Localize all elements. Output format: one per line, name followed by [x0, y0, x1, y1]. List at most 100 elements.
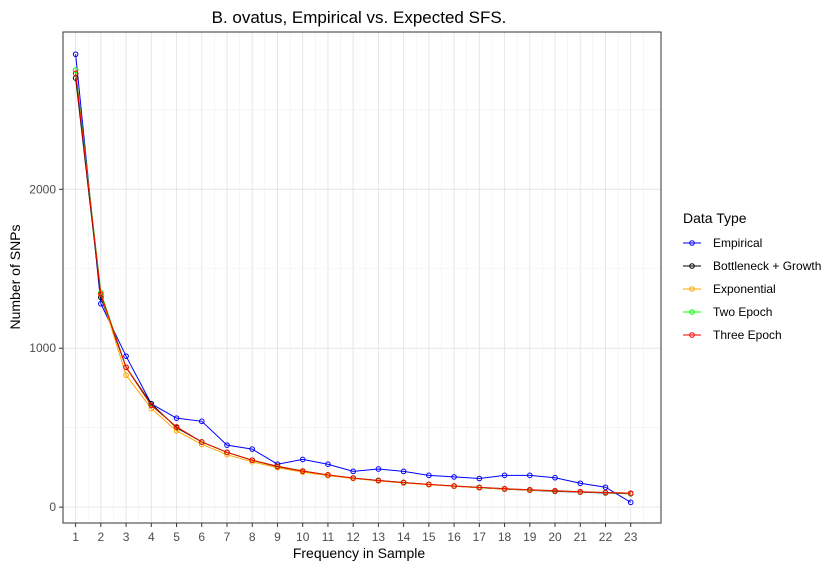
data-point — [350, 475, 356, 481]
y-axis-title: Number of SNPs — [7, 224, 23, 329]
legend: Data Type Empirical Bottleneck + Growth Ex… — [683, 210, 821, 342]
data-point — [627, 490, 634, 496]
x-axis-title: Frequency in Sample — [293, 545, 426, 561]
x-tick-label: 14 — [397, 530, 411, 544]
data-point — [451, 483, 457, 489]
data-point — [299, 468, 306, 474]
data-point — [602, 484, 609, 491]
data-point — [552, 487, 558, 494]
x-tick-label: 15 — [422, 530, 436, 544]
x-tick-label: 2 — [98, 530, 105, 544]
data-point — [72, 70, 79, 77]
data-point — [501, 485, 508, 492]
x-tick-label: 7 — [224, 530, 231, 544]
data-point — [325, 472, 331, 478]
data-point — [249, 457, 256, 464]
series-empirical — [72, 51, 634, 506]
y-tick-label: 1000 — [29, 341, 56, 355]
grid-lines — [62, 32, 661, 523]
data-point — [577, 480, 584, 487]
series-layer — [72, 51, 634, 506]
data-point — [224, 442, 230, 448]
panel-border — [62, 31, 662, 524]
series-line — [75, 73, 631, 494]
data-point — [350, 468, 356, 475]
legend-key-point — [689, 309, 695, 315]
x-tick-label: 13 — [372, 530, 386, 544]
x-tick-label: 19 — [523, 530, 537, 544]
legend-item: Two Epoch — [683, 305, 772, 319]
data-point — [72, 67, 79, 73]
x-tick-label: 8 — [249, 530, 256, 544]
data-point — [325, 461, 331, 468]
y-axis: 0 1000 2000 — [29, 182, 63, 514]
data-point — [627, 499, 634, 506]
data-point — [426, 472, 432, 479]
x-tick-label: 1 — [72, 530, 79, 544]
x-tick-label: 18 — [498, 530, 512, 544]
legend-label: Three Epoch — [713, 328, 782, 342]
x-tick-label: 4 — [148, 530, 155, 544]
data-point — [552, 474, 558, 481]
legend-key-point — [689, 263, 695, 269]
x-tick-label: 10 — [296, 530, 310, 544]
data-point — [400, 468, 407, 475]
data-point — [451, 474, 457, 480]
legend-label: Bottleneck + Growth — [713, 259, 821, 273]
data-point — [123, 364, 129, 371]
series-line — [75, 54, 631, 503]
x-tick-label: 17 — [473, 530, 487, 544]
x-tick-label: 16 — [447, 530, 461, 544]
data-point — [123, 372, 129, 379]
x-tick-label: 5 — [173, 530, 180, 544]
data-point — [375, 477, 382, 484]
data-point — [148, 402, 155, 409]
data-point — [123, 353, 129, 359]
data-point — [274, 463, 281, 470]
series-three-epoch — [72, 70, 634, 496]
data-point — [476, 475, 483, 482]
data-point — [526, 472, 533, 479]
data-point — [224, 449, 230, 456]
x-tick-label: 11 — [322, 530, 335, 544]
chart-title: B. ovatus, Empirical vs. Expected SFS. — [212, 8, 507, 27]
x-tick-label: 12 — [346, 530, 360, 544]
data-point — [602, 489, 609, 496]
legend-item: Bottleneck + Growth — [683, 259, 821, 273]
legend-key-point — [689, 332, 695, 338]
x-tick-label: 3 — [123, 530, 130, 544]
legend-item: Three Epoch — [683, 328, 782, 342]
x-tick-label: 20 — [548, 530, 562, 544]
data-point — [249, 446, 256, 452]
data-point — [476, 484, 483, 491]
x-tick-label: 21 — [574, 530, 588, 544]
legend-item: Exponential — [683, 282, 776, 296]
legend-title: Data Type — [683, 210, 747, 226]
x-tick-label: 22 — [599, 530, 613, 544]
data-point — [72, 51, 79, 58]
data-point — [501, 472, 508, 479]
legend-label: Exponential — [713, 282, 776, 296]
data-point — [148, 405, 155, 412]
data-point — [577, 488, 584, 495]
x-tick-label: 6 — [198, 530, 205, 544]
data-point — [426, 481, 432, 488]
data-point — [400, 479, 407, 486]
data-point — [198, 418, 205, 425]
data-point — [375, 466, 382, 472]
data-point — [98, 291, 104, 297]
y-tick-label: 2000 — [29, 182, 56, 196]
plot-panel — [63, 32, 661, 523]
data-point — [299, 456, 306, 463]
legend-item: Empirical — [683, 236, 762, 250]
panel-background — [63, 32, 661, 523]
legend-label: Empirical — [713, 236, 762, 250]
legend-key-point — [689, 240, 695, 246]
legend-label: Two Epoch — [713, 305, 772, 319]
data-point — [198, 439, 205, 445]
data-point — [173, 415, 180, 421]
y-tick-label: 0 — [49, 500, 56, 514]
data-point — [173, 424, 180, 430]
x-tick-label: 9 — [274, 530, 281, 544]
